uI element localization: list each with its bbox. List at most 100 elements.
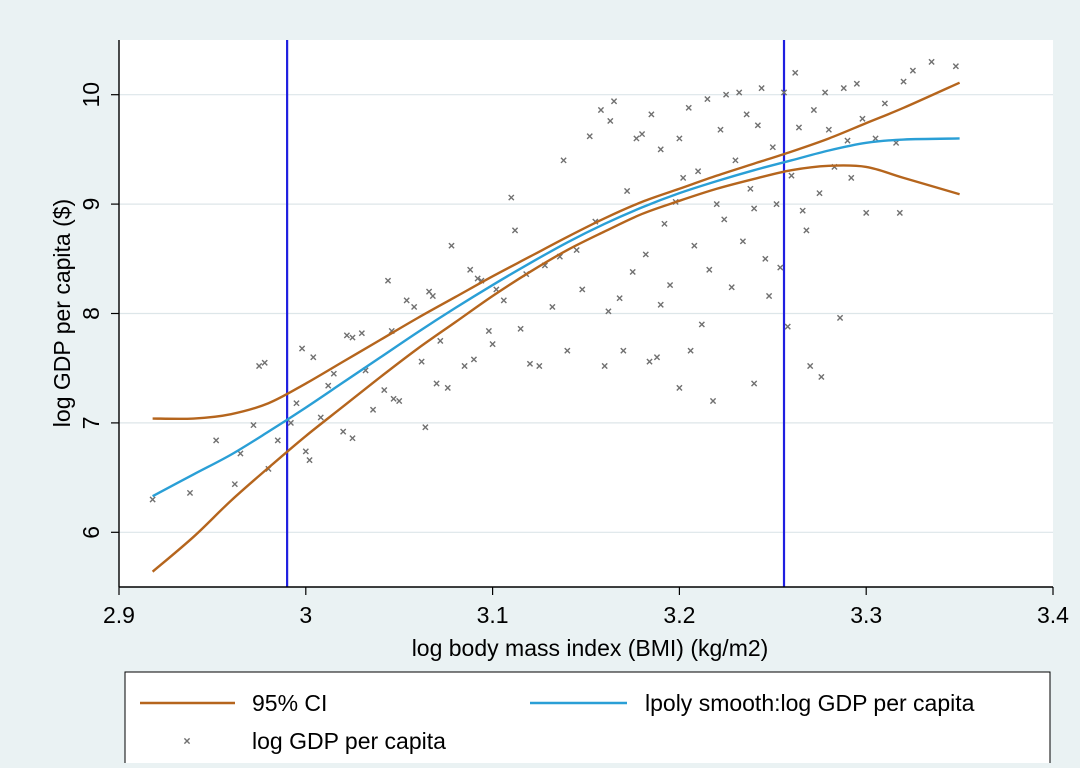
data-point [676,384,683,391]
data-point [517,325,524,332]
y-tick-label: 8 [78,307,104,320]
x-tick-label: 3.1 [477,602,509,628]
smooth-line [152,137,960,498]
data-point [317,414,324,421]
data-point [256,362,263,370]
data-point [579,286,586,293]
data-point [799,207,806,214]
data-point [610,98,618,105]
data-point [732,157,739,164]
data-point [723,91,730,98]
axes-layer: 6 7 8 9 10 2.9 3 3.1 3.2 3.3 3.4 [78,40,1069,628]
data-point [863,209,870,216]
data-point [706,266,713,273]
data-point [680,174,687,181]
y-tick-label: 10 [78,82,104,108]
data-point [573,246,580,254]
data-point [698,321,705,328]
data-point [429,292,436,300]
data-point [310,354,317,361]
data-point [620,347,627,354]
data-point [928,58,935,65]
data-point [769,144,776,151]
x-tick-label: 3.2 [663,602,695,628]
data-point [470,356,478,363]
data-point [437,337,444,344]
data-point [411,303,418,311]
data-point [666,281,674,289]
data-point [384,277,392,284]
x-tick-label: 3.4 [1037,602,1069,628]
data-point [713,201,720,208]
data-point [325,382,332,389]
data-point [762,255,769,262]
data-point [403,297,410,304]
data-point [448,242,455,249]
ci-upper-line [152,81,961,421]
data-point [896,209,903,216]
data-point [751,205,758,212]
data-point [231,481,238,488]
data-point [836,314,844,321]
data-point [648,111,655,118]
legend-box [124,671,1051,768]
data-point [349,435,356,442]
data-point [605,308,612,315]
data-point [358,330,365,337]
data-point [777,264,784,271]
data-point [560,157,567,164]
scatter-layer [149,58,959,503]
data-point [549,303,556,311]
data-point [657,146,664,153]
data-point [743,111,750,118]
data-point [526,360,534,367]
data-point [616,295,623,302]
data-point [237,450,244,457]
data-point [508,194,515,201]
data-point [633,135,640,142]
data-point [704,95,711,103]
data-point [564,347,571,354]
data-point [343,332,350,339]
data-point [638,130,646,138]
legend-ci-label: 95% CI [252,690,327,716]
data-point [422,424,429,431]
data-point [433,380,440,387]
data-point [844,137,851,144]
data-point [728,284,735,291]
data-point [511,227,519,234]
data-point [302,448,309,455]
x-tick-label: 2.9 [103,602,135,628]
data-point [186,489,194,497]
data-point [747,185,754,192]
data-point [792,69,799,76]
data-point [853,80,860,87]
data-point [485,327,492,335]
data-point [657,301,664,308]
data-point [754,122,761,129]
data-point [803,227,810,234]
data-point [739,238,747,245]
data-point [952,63,959,70]
data-point [694,168,702,175]
data-point [474,275,481,282]
data-point [795,124,803,131]
data-point [500,297,507,304]
data-point [909,67,916,74]
data-point [213,437,220,444]
data-point [685,104,692,111]
data-point [780,89,788,96]
data-point [848,174,855,181]
data-point [149,496,156,503]
data-point [381,386,388,394]
data-point [250,421,257,429]
data-point [788,172,795,179]
data-point [293,400,300,407]
data-point [444,384,451,391]
data-point [298,345,306,352]
data-point [461,362,468,370]
data-point [784,323,791,330]
legend-smooth-label: lpoly smooth:log GDP per capita [645,690,975,716]
